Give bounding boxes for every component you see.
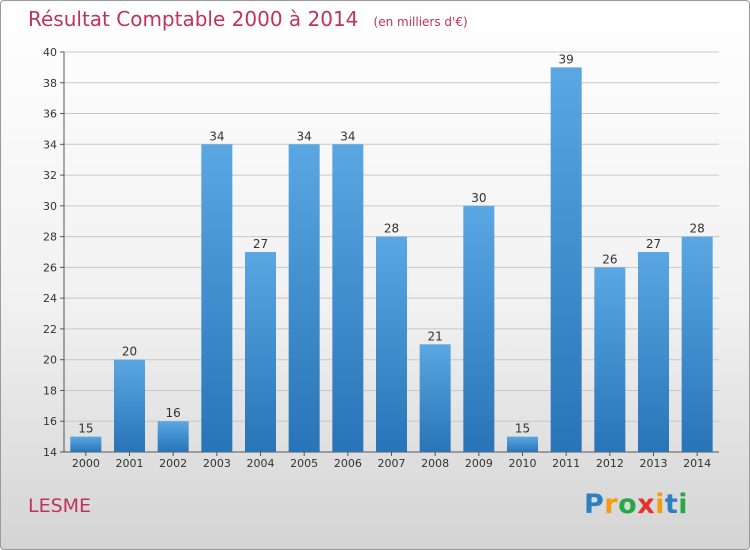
bar: [201, 144, 233, 453]
bar: [70, 436, 102, 452]
logo-letter: i: [655, 489, 665, 520]
proxiti-logo: Proxiti: [584, 489, 688, 520]
bar: [114, 359, 145, 452]
data-label: 28: [690, 222, 705, 236]
data-label: 28: [384, 222, 399, 236]
data-label: 27: [253, 237, 268, 251]
bar: [376, 236, 407, 452]
x-tick-label: 2010: [509, 457, 537, 470]
bar: [550, 67, 582, 452]
x-tick-label: 2009: [465, 457, 493, 470]
y-tick-label: 32: [43, 169, 57, 182]
y-tick-label: 34: [43, 138, 57, 151]
bar: [681, 236, 713, 452]
logo-letter: t: [664, 489, 679, 520]
x-tick-label: 2008: [421, 457, 449, 470]
bar: [157, 421, 189, 452]
data-label: 20: [122, 345, 137, 359]
x-tick-label: 2011: [552, 457, 580, 470]
x-tick-label: 2006: [334, 457, 362, 470]
y-tick-label: 28: [43, 231, 57, 244]
data-label: 16: [166, 406, 181, 420]
y-tick-label: 18: [43, 384, 57, 397]
data-labels: 15 20 16 34 27 34 34 28 21 30 15 39 26 27 28: [78, 52, 705, 435]
x-tick-label: 2005: [290, 457, 318, 470]
data-label: 27: [646, 237, 661, 251]
logo-letter: P: [584, 489, 605, 520]
data-label: 34: [297, 129, 312, 143]
y-tick-label: 38: [43, 77, 57, 90]
bar: [638, 252, 669, 452]
data-label: 21: [428, 329, 443, 343]
y-tick-label: 16: [43, 415, 57, 428]
commune-name: LESME: [28, 495, 92, 517]
y-tick-label: 36: [43, 108, 57, 121]
bar: [245, 252, 276, 452]
logo-letter: i: [678, 489, 689, 520]
logo-letter: r: [604, 489, 619, 520]
x-tick-label: 2013: [640, 457, 668, 470]
bars: [70, 67, 713, 453]
bar: [332, 144, 364, 453]
bar: [594, 267, 626, 452]
x-tick-label: 2014: [683, 457, 711, 470]
logo-letter: o: [618, 489, 638, 520]
bar: [419, 344, 451, 452]
y-tick-label: 40: [43, 46, 57, 59]
y-tick-label: 24: [43, 292, 57, 305]
bar: [507, 436, 538, 452]
y-tick-label: 26: [43, 261, 57, 274]
y-tick-label: 30: [43, 200, 57, 213]
x-tick-label: 2001: [116, 457, 144, 470]
x-tick-label: 2003: [203, 457, 231, 470]
bar: [288, 144, 320, 453]
x-tick-label: 2012: [596, 457, 624, 470]
x-tick-label: 2000: [72, 457, 100, 470]
title-text: Résultat Comptable 2000 à 2014: [28, 7, 359, 31]
y-tick-label: 14: [43, 446, 57, 459]
data-label: 39: [559, 52, 574, 66]
x-tick-label: 2007: [378, 457, 406, 470]
x-tick-label: 2002: [159, 457, 187, 470]
title-unit: (en milliers d'€): [373, 15, 468, 29]
data-label: 34: [340, 129, 355, 143]
x-tick-label: 2004: [247, 457, 275, 470]
data-label: 34: [209, 129, 224, 143]
y-tick-label: 22: [43, 323, 57, 336]
data-label: 26: [602, 252, 617, 266]
y-tick-label: 20: [43, 354, 57, 367]
data-label: 15: [78, 422, 93, 436]
data-label: 15: [515, 422, 530, 436]
chart-title: Résultat Comptable 2000 à 2014 (en milli…: [28, 7, 468, 31]
data-label: 30: [471, 191, 486, 205]
logo-letter: x: [637, 489, 656, 520]
bar: [463, 205, 495, 452]
